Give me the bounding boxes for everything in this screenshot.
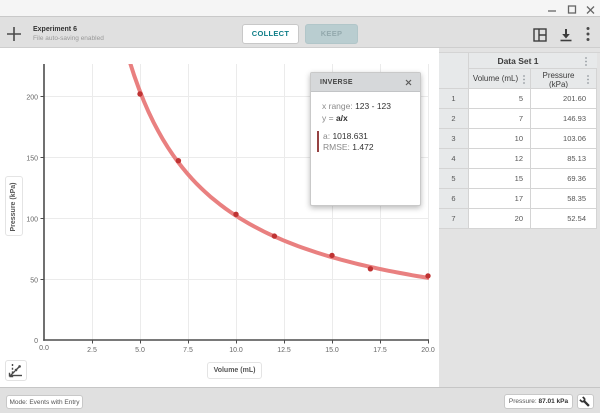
svg-text:20.0: 20.0 [421, 347, 435, 354]
svg-text:10.0: 10.0 [229, 347, 243, 354]
svg-text:7.5: 7.5 [183, 347, 193, 354]
svg-text:200: 200 [26, 95, 38, 102]
svg-text:5.0: 5.0 [135, 347, 145, 354]
svg-text:0.0: 0.0 [39, 345, 49, 352]
svg-text:100: 100 [26, 217, 38, 224]
svg-text:50: 50 [30, 278, 38, 285]
svg-text:2.5: 2.5 [87, 347, 97, 354]
svg-text:15.0: 15.0 [325, 347, 339, 354]
svg-text:150: 150 [26, 156, 38, 163]
svg-text:17.5: 17.5 [373, 347, 387, 354]
svg-text:12.5: 12.5 [277, 347, 291, 354]
svg-text:0: 0 [34, 338, 38, 345]
